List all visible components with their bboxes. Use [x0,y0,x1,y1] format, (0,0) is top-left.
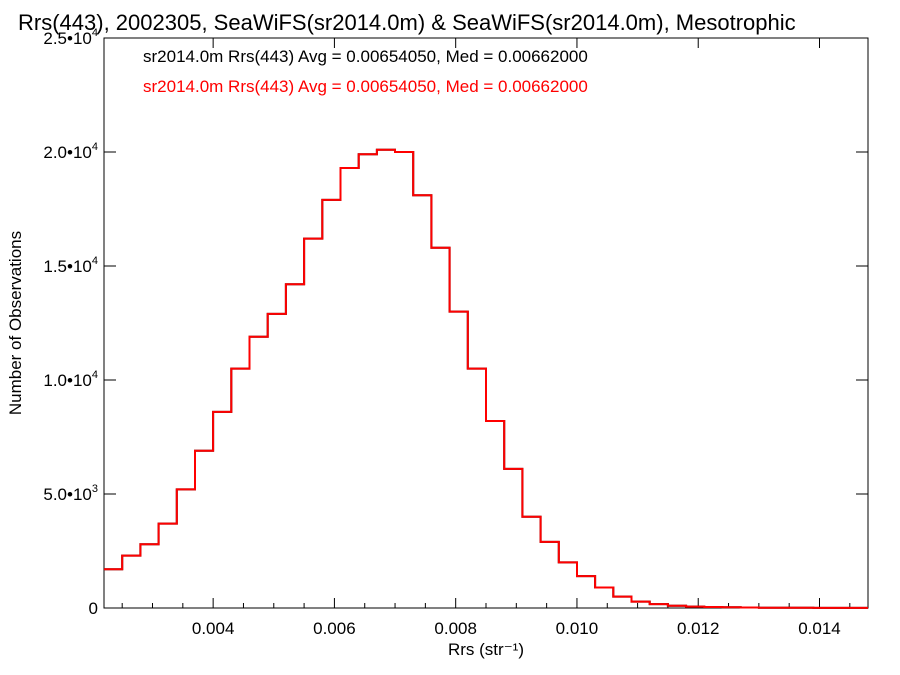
y-tick-label: 0 [89,599,98,618]
plot-frame [103,37,869,609]
x-axis-label: Rrs (str⁻¹) [448,640,524,659]
y-axis-label: Number of Observations [6,231,25,415]
y-tick-label-base: 2.5•10 [43,29,92,48]
y-tick-label-base: 2.0•10 [43,143,92,162]
y-tick-label: 1.0•104 [43,369,98,390]
chart-title: Rrs(443), 2002305, SeaWiFS(sr2014.0m) & … [18,10,796,35]
x-tick-label: 0.014 [798,619,841,638]
y-tick-label-base: 5.0•10 [43,485,92,504]
y-tick-label: 2.5•104 [43,27,98,48]
series-layer [104,148,868,609]
annotation-stats-black: sr2014.0m Rrs(443) Avg = 0.00654050, Med… [143,47,588,66]
x-tick-label: 0.008 [434,619,477,638]
x-tick-label: 0.012 [677,619,720,638]
annotation-stats-red: sr2014.0m Rrs(443) Avg = 0.00654050, Med… [143,77,588,96]
y-tick-label-exponent: 4 [92,141,98,153]
y-tick-label-base: 1.5•10 [43,257,92,276]
y-tick-label-exponent: 3 [92,483,98,495]
y-tick-label-exponent: 4 [92,27,98,39]
y-tick-label-base: 1.0•10 [43,371,92,390]
y-tick-label: 1.5•104 [43,255,98,276]
y-tick-label: 2.0•104 [43,141,98,162]
x-axis-ticks: 0.004 0.006 0.008 0.010 0.012 0.014 [121,38,851,638]
x-tick-label: 0.010 [556,619,599,638]
y-tick-label: 5.0•103 [43,483,98,504]
y-tick-label-exponent: 4 [92,369,98,381]
x-tick-label: 0.006 [313,619,356,638]
x-tick-label: 0.004 [192,619,235,638]
series-1-line [104,148,868,609]
y-tick-label-exponent: 4 [92,255,98,267]
